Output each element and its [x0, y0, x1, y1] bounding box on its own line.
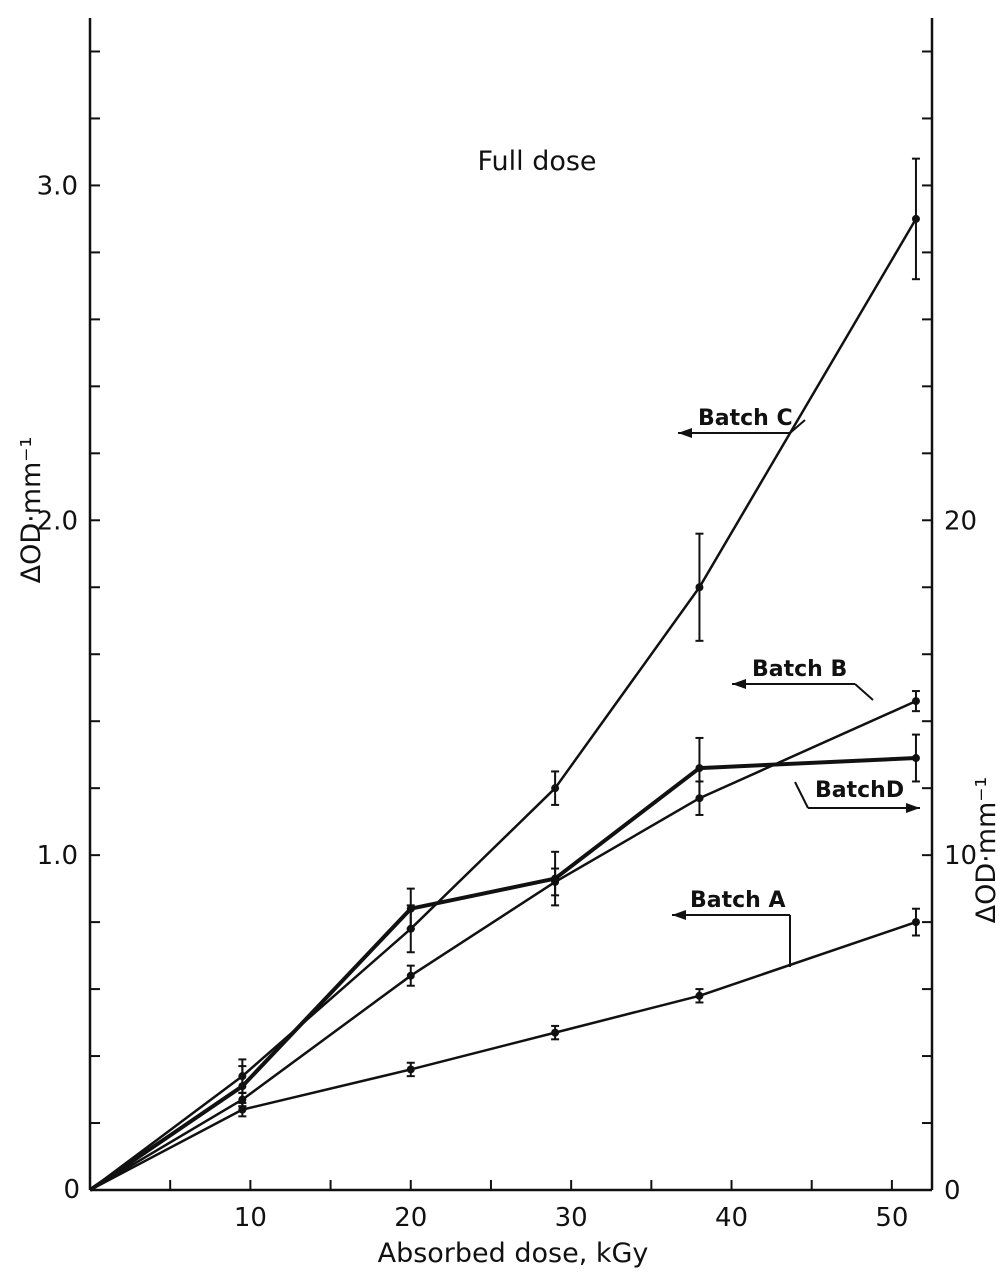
plot-frame	[88, 18, 934, 1192]
arrow-head-icon	[672, 910, 686, 920]
y2-axis-title: ΔOD·mm⁻¹	[971, 777, 1002, 924]
y2-tick-label: 0	[944, 1176, 961, 1206]
series-batch-a	[89, 907, 920, 1192]
arrow-head-icon	[906, 803, 920, 813]
data-point	[911, 697, 920, 706]
annotation-batch-d: BatchD	[794, 778, 920, 813]
data-point	[238, 1105, 247, 1114]
data-point	[911, 754, 920, 763]
annotation-label: Batch C	[698, 406, 793, 431]
data-point	[406, 1065, 415, 1074]
series-line-batch-d	[88, 756, 917, 1192]
data-point	[406, 904, 415, 913]
arrow-head-icon	[678, 428, 692, 438]
x-tick-label: 10	[234, 1203, 267, 1233]
y2-tick-label: 20	[944, 506, 977, 536]
data-point	[695, 991, 704, 1000]
y-tick-label: 3.0	[37, 171, 78, 201]
y-axis-title: ΔOD·mm⁻¹	[16, 437, 47, 584]
series-line-batch-b	[89, 699, 917, 1192]
arrow-head-icon	[732, 679, 746, 689]
annotation-label: Batch A	[690, 888, 786, 913]
x-tick-label: 40	[715, 1203, 748, 1233]
annotation-batch-b: Batch B	[732, 657, 874, 701]
x-tick-label: 20	[394, 1203, 427, 1233]
y-tick-label: 2.0	[37, 506, 78, 536]
y2-tick-label: 10	[944, 841, 977, 871]
series-line-batch-c	[89, 218, 918, 1192]
chart-title: Full dose	[477, 146, 596, 177]
annotation-leader-line	[794, 781, 809, 809]
x-axis-title: Absorbed dose, kGy	[378, 1238, 649, 1269]
data-point	[551, 784, 560, 793]
series-layer	[88, 157, 920, 1192]
y-axis-ticks: 1.0 2.0 3.0	[37, 50, 100, 1125]
x-axis-ticks: 10 20 30 40 50 0	[63, 1175, 908, 1233]
annotation-label: BatchD	[815, 778, 904, 803]
annotations-layer: Batch C Batch B BatchD Batch A	[672, 406, 920, 967]
series-batch-d	[88, 733, 920, 1192]
data-point	[911, 214, 920, 223]
y-tick-label: 0	[63, 1175, 80, 1205]
x-tick-label: 30	[555, 1203, 588, 1233]
data-point	[406, 971, 415, 980]
data-point	[238, 1082, 247, 1091]
annotation-leader-line	[789, 419, 806, 434]
y-tick-label: 1.0	[37, 841, 78, 871]
data-point	[911, 918, 920, 927]
annotation-label: Batch B	[752, 657, 847, 682]
data-point	[695, 583, 704, 592]
annotation-batch-a: Batch A	[672, 888, 791, 967]
data-point	[551, 874, 560, 883]
data-point	[551, 1028, 560, 1037]
y2-axis-ticks: 0 10 20	[922, 50, 977, 1206]
annotation-batch-c: Batch C	[678, 406, 806, 438]
x-tick-label: 50	[875, 1203, 908, 1233]
data-point	[695, 764, 704, 773]
series-line-batch-a	[89, 920, 917, 1192]
series-batch-b	[89, 690, 920, 1192]
annotation-leader-line	[854, 683, 874, 701]
